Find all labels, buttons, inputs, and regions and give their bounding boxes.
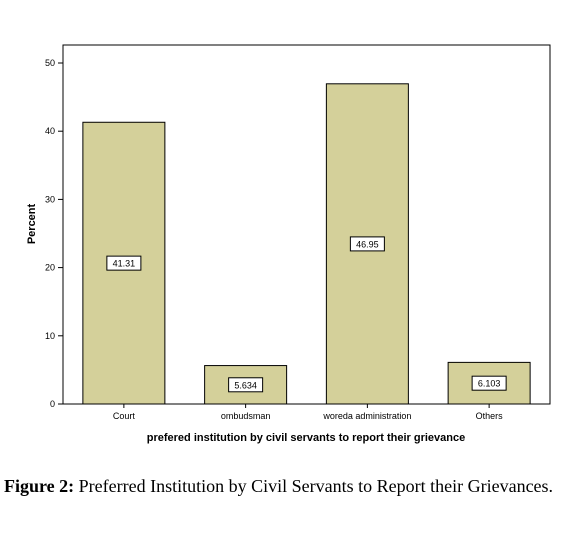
data-label: 41.31 — [113, 259, 136, 269]
y-axis-title: Percent — [26, 203, 38, 244]
data-label: 5.634 — [234, 380, 257, 390]
data-labels: 41.31 5.634 46.95 6.103 — [106, 236, 507, 393]
x-category-label: ombudsman — [221, 411, 271, 421]
data-label-box — [349, 236, 385, 252]
y-axis-ticks: 0 10 20 30 40 50 — [45, 58, 63, 409]
bars — [82, 83, 531, 405]
caption-label: Figure 2: — [4, 476, 75, 496]
data-label-box — [106, 255, 142, 271]
data-label-box — [471, 375, 507, 391]
figure-caption: Figure 2: Preferred Institution by Civil… — [4, 474, 565, 498]
y-tick-label: 20 — [45, 263, 55, 273]
x-category-label: Others — [476, 411, 504, 421]
y-tick-label: 50 — [45, 58, 55, 68]
caption-text: Preferred Institution by Civil Servants … — [74, 476, 554, 496]
x-category-label: woreda administration — [322, 411, 411, 421]
y-tick-label: 30 — [45, 194, 55, 204]
data-label: 46.95 — [356, 239, 379, 249]
x-axis-categories: Court ombudsman woreda administration Other… — [113, 404, 503, 421]
x-category-label: Court — [113, 411, 136, 421]
data-label: 6.103 — [478, 379, 501, 389]
y-tick-label: 10 — [45, 331, 55, 341]
y-tick-label: 40 — [45, 126, 55, 136]
y-tick-label: 0 — [50, 399, 55, 409]
bar-chart: 0 10 20 30 40 50 41.31 5.634 46.95 6.103 Court om… — [26, 44, 551, 444]
x-axis-title: prefered institution by civil servants t… — [147, 432, 465, 444]
data-label-box — [228, 377, 264, 393]
